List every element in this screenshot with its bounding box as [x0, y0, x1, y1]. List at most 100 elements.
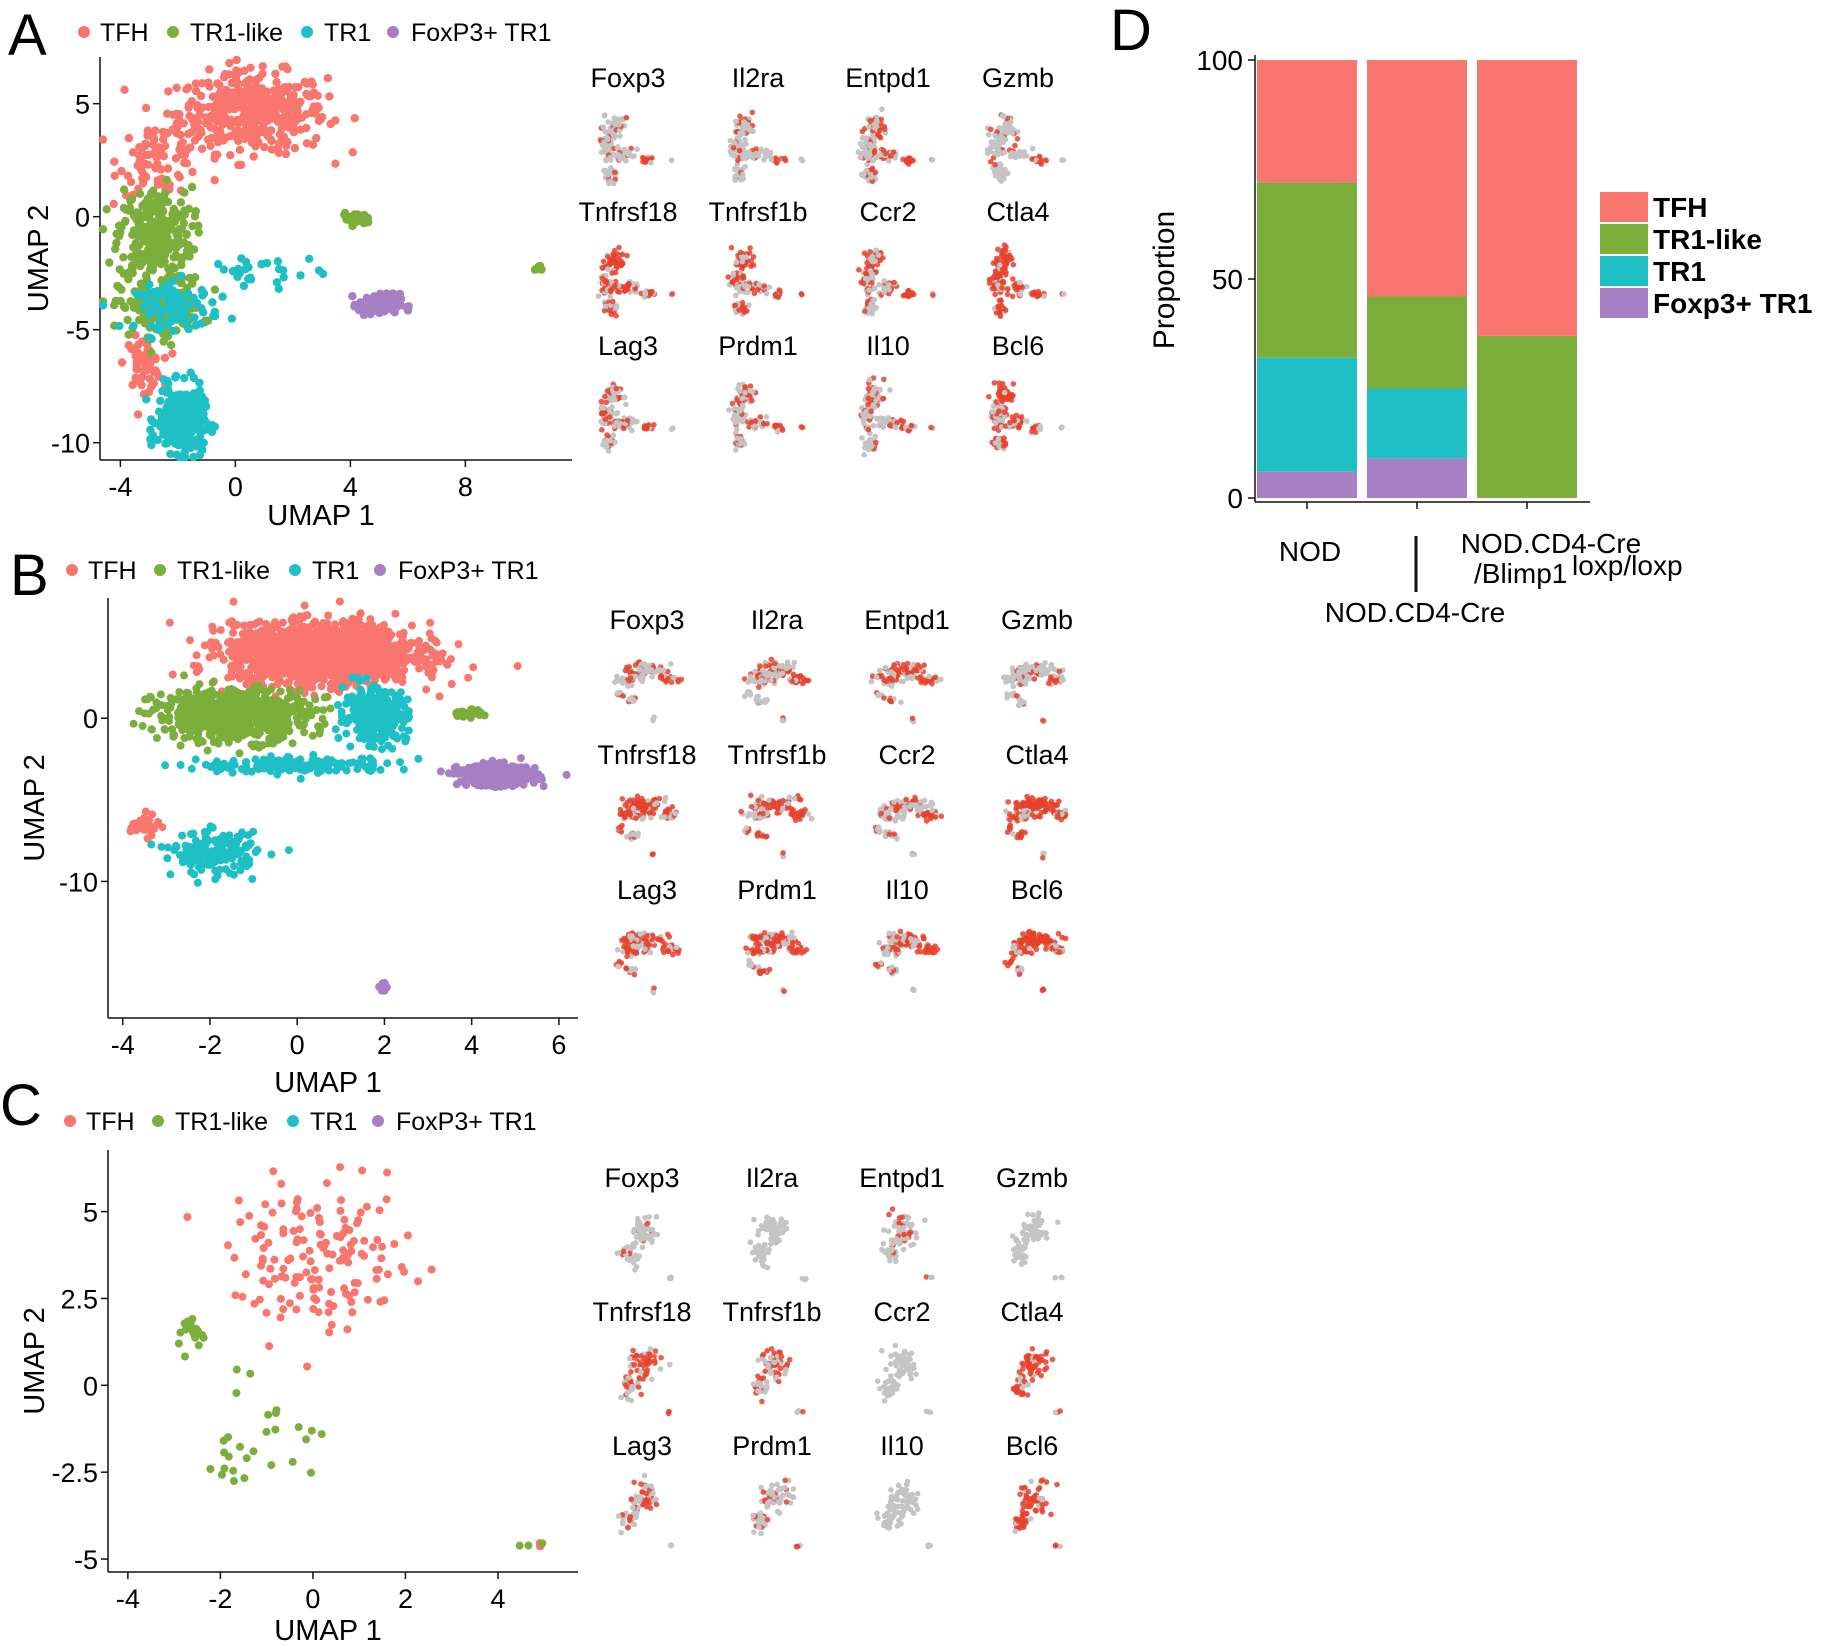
umap-a-point [109, 301, 119, 310]
umap-b-point [334, 643, 343, 652]
umap-a-point [176, 198, 186, 207]
umap-a-point [146, 189, 156, 198]
umap-a-point [219, 73, 229, 82]
umap-a-point [147, 247, 156, 256]
umap-b-point [426, 618, 435, 627]
umap-a-point [213, 128, 222, 137]
umap-b-point [200, 641, 209, 650]
umap-b-point [158, 713, 167, 722]
umap-a-point [314, 266, 324, 275]
umap-b-point [301, 642, 310, 651]
umap-b-point [203, 828, 212, 836]
umap-b-point [181, 716, 190, 725]
umap-a-point [161, 439, 170, 448]
umap-a-point [137, 290, 146, 299]
umap-a-point [145, 221, 154, 231]
umap-a-point [205, 65, 214, 74]
umap-b-point [334, 734, 343, 742]
umap-a-point [116, 296, 125, 306]
umap-b-point [186, 636, 194, 645]
umap-a-point [190, 120, 199, 129]
umap-a-point [166, 316, 175, 325]
umap-a-point [195, 378, 204, 387]
umap-b-point [376, 623, 384, 632]
umap-a-point [110, 171, 119, 180]
umap-b-point [296, 623, 305, 631]
umap-b-point [285, 677, 293, 686]
umap-a-point [127, 194, 137, 204]
umap-b-point [157, 842, 166, 851]
umap-a-point [152, 199, 161, 208]
umap-a-point [323, 73, 332, 83]
umap-b-point [262, 713, 271, 722]
umap-a-point [307, 77, 316, 86]
legend-a-dot-foxp3 [387, 26, 399, 38]
umap-b-point [284, 846, 293, 855]
umap-a-point [179, 119, 188, 128]
umap-a-point [241, 264, 250, 274]
umap-a-point [354, 216, 364, 225]
umap-a-point [300, 77, 309, 87]
legend-b-dot-tfh [66, 564, 78, 576]
umap-a-point [306, 92, 315, 101]
umap-b-point [341, 634, 350, 642]
umap-b-point [285, 753, 294, 762]
umap-a-point [168, 286, 177, 295]
umap-a-point [233, 272, 242, 282]
umap-b-point [224, 673, 233, 682]
umap-a-y-tick-label: -5 [66, 316, 90, 346]
umap-b-point [270, 700, 279, 709]
umap-a-point [267, 145, 276, 154]
umap-a-point [210, 307, 219, 316]
umap-a-point [168, 110, 178, 120]
umap-b-point [211, 875, 220, 884]
umap-b-point [354, 674, 363, 682]
umap-b-point [288, 663, 297, 672]
legend-a-dot-tr1 [301, 26, 313, 38]
umap-a-point [187, 182, 197, 192]
umap-a-point [134, 219, 143, 229]
umap-a-point [131, 330, 140, 340]
legend-b-dot-foxp3 [374, 564, 386, 576]
umap-b-point [562, 770, 571, 779]
umap-a-point [186, 368, 195, 377]
umap-b-point [404, 707, 413, 716]
umap-a-point [237, 254, 246, 263]
umap-a-point [389, 293, 398, 302]
umap-b-point [340, 627, 349, 636]
umap-a-point [258, 69, 267, 79]
umap-b-point [296, 765, 305, 774]
umap-b-point [391, 708, 400, 717]
umap-b-point [314, 668, 323, 676]
umap-a-point [150, 419, 160, 428]
umap-b-point [381, 729, 389, 738]
umap-b-point [315, 729, 324, 738]
umap-a-x-tick-label: 4 [343, 472, 358, 502]
umap-b-point [414, 754, 423, 763]
umap-a-point [258, 62, 267, 71]
umap-b-point [152, 734, 161, 742]
umap-b-point [271, 759, 280, 768]
umap-a-point [119, 185, 129, 194]
umap-a-point [152, 293, 161, 303]
umap-b-point [442, 659, 451, 668]
umap-a-point [165, 268, 175, 277]
umap-a-point [172, 83, 181, 93]
umap-a-point [234, 264, 243, 274]
umap-a-point [280, 102, 289, 111]
umap-b-point [425, 629, 434, 638]
umap-a-point [232, 131, 241, 140]
umap-a-point [243, 76, 253, 85]
umap-b-point [295, 721, 304, 730]
umap-b-point [161, 761, 170, 770]
umap-a-point [115, 265, 125, 274]
legend-a-dot-tfh [78, 26, 90, 38]
umap-b-point [246, 839, 255, 848]
umap-b-point [207, 638, 215, 647]
umap-b-point [379, 630, 387, 639]
umap-b-point [389, 732, 397, 740]
umap-b-point [278, 665, 286, 674]
umap-a-point [188, 279, 197, 288]
umap-b-point [382, 704, 391, 713]
